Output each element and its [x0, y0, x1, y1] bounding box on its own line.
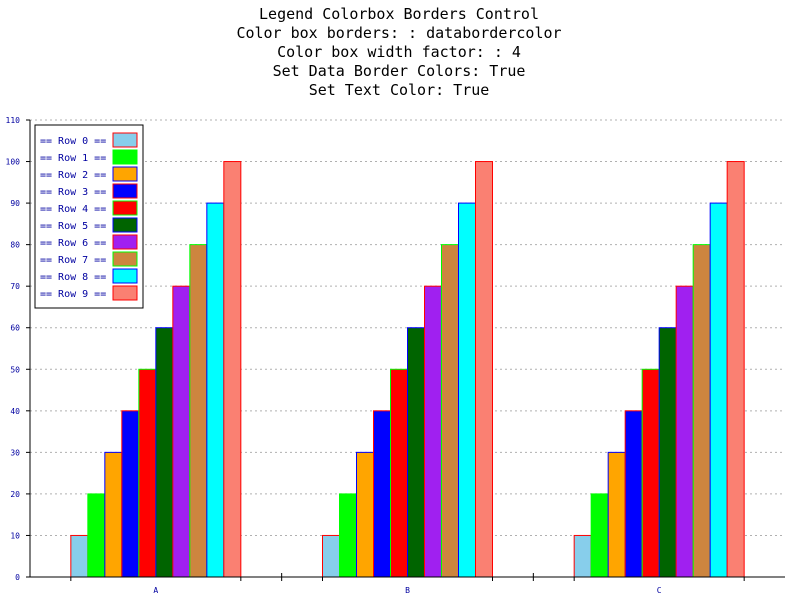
bar: [441, 244, 459, 578]
legend-label: == Row 9 ==: [40, 289, 106, 300]
y-tick-label: 80: [10, 241, 20, 250]
bars: [70, 161, 745, 578]
y-tick-label: 110: [6, 116, 21, 125]
legend-swatch: [112, 183, 138, 199]
bar: [458, 202, 476, 578]
legend: == Row 0 == == Row 1 == == Row 2 == == Row …: [34, 124, 144, 309]
y-tick-label: 90: [10, 199, 20, 208]
legend-label: == Row 4 ==: [40, 204, 106, 215]
legend-label: == Row 3 ==: [40, 187, 106, 198]
bar: [138, 368, 157, 578]
bar: [356, 451, 374, 578]
bar: [390, 368, 408, 578]
legend-swatch: [112, 234, 138, 250]
bar: [475, 161, 493, 578]
bar: [692, 244, 711, 578]
y-tick-label: 30: [10, 448, 20, 457]
bar: [607, 451, 626, 578]
bar: [624, 410, 643, 578]
y-tick-label: 50: [10, 365, 20, 374]
legend-label: == Row 7 ==: [40, 255, 106, 266]
axes: 0 10 20 30 40 50 60 70 80 90 100 110 A B C: [6, 116, 785, 595]
chart-subtitle-4: Set Text Color: True: [309, 81, 490, 99]
bar: [121, 410, 140, 578]
bar: [709, 202, 728, 578]
legend-swatch: [112, 268, 138, 284]
y-tick-label: 20: [10, 490, 20, 499]
bar: [407, 327, 425, 578]
chart-subtitle-3: Set Data Border Colors: True: [273, 62, 526, 80]
x-tick-label: A: [153, 586, 158, 595]
bar: [675, 285, 694, 578]
y-tick-label: 60: [10, 324, 20, 333]
bar: [172, 285, 191, 578]
legend-label: == Row 8 ==: [40, 272, 106, 283]
legend-label: == Row 1 ==: [40, 153, 106, 164]
bar: [104, 451, 123, 578]
chart-subtitle-1: Color box borders: : databordercolor: [236, 24, 561, 42]
bar: [155, 327, 174, 578]
bar: [339, 493, 357, 578]
bar: [424, 285, 442, 578]
bar: [658, 327, 677, 578]
y-tick-label: 100: [6, 158, 21, 167]
legend-swatch: [112, 251, 138, 267]
y-tick-label: 40: [10, 407, 20, 416]
bar: [189, 244, 208, 578]
legend-swatch: [112, 149, 138, 165]
bar: [70, 534, 89, 578]
x-tick-label: B: [405, 586, 410, 595]
legend-label: == Row 2 ==: [40, 170, 106, 181]
y-tick-label: 0: [15, 573, 20, 582]
chart-title: Legend Colorbox Borders Control: [259, 5, 539, 23]
bar: [223, 161, 242, 578]
legend-swatch: [112, 285, 138, 301]
legend-label: == Row 0 ==: [40, 136, 106, 147]
chart-subtitle-2: Color box width factor: : 4: [277, 43, 521, 61]
bar: [726, 161, 745, 578]
legend-swatch: [112, 132, 138, 148]
bar: [641, 368, 660, 578]
bar: [373, 410, 391, 578]
legend-swatch: [112, 200, 138, 216]
bar: [573, 534, 592, 578]
bar: [590, 493, 609, 578]
bar: [322, 534, 340, 578]
legend-label: == Row 5 ==: [40, 221, 106, 232]
legend-swatch: [112, 217, 138, 233]
legend-swatch: [112, 166, 138, 182]
x-tick-label: C: [657, 586, 662, 595]
chart-titles: Legend Colorbox Borders Control Color bo…: [236, 5, 561, 99]
y-tick-label: 10: [10, 531, 20, 540]
legend-label: == Row 6 ==: [40, 238, 106, 249]
y-tick-label: 70: [10, 282, 20, 291]
bar: [87, 493, 106, 578]
bar: [206, 202, 225, 578]
